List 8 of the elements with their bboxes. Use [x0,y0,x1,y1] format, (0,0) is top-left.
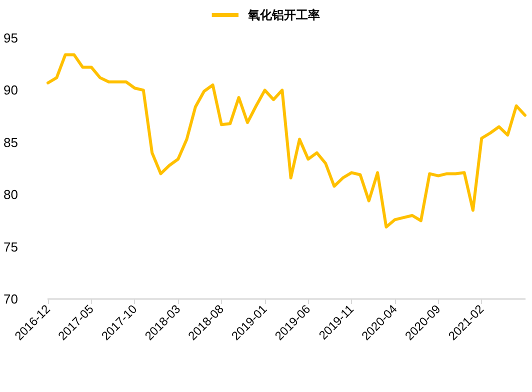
y-tick-label: 95 [4,30,18,46]
y-tick-label: 80 [4,187,18,202]
y-tick-label: 85 [4,134,18,150]
y-tick-label: 70 [4,292,18,306]
legend-label: 氧化铝开工率 [247,8,320,22]
line-series [46,53,526,228]
y-tick-label: 90 [4,82,18,98]
y-tick-label: 75 [4,239,18,254]
